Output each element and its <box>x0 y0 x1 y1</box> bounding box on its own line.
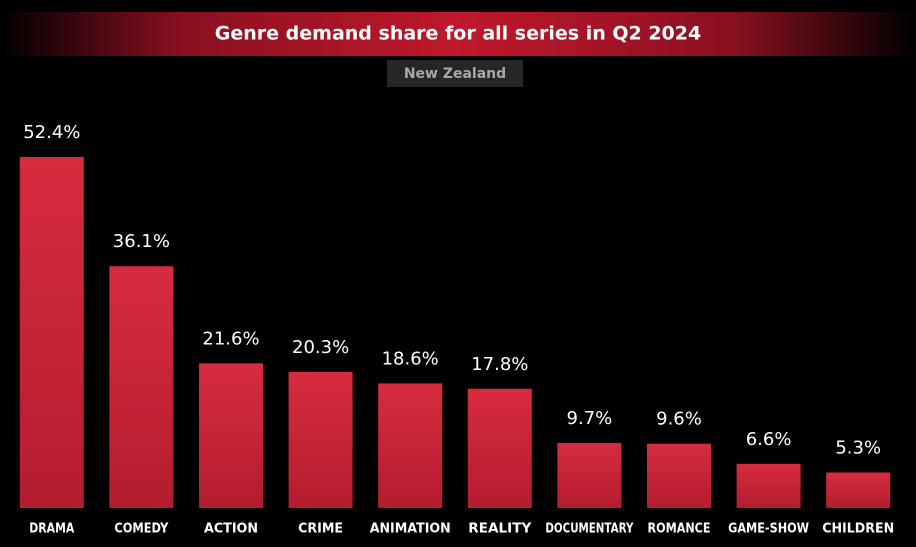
bar <box>378 383 443 508</box>
title-band <box>0 12 916 56</box>
chart-title: Genre demand share for all series in Q2 … <box>215 23 701 45</box>
value-label: 36.1% <box>113 231 170 252</box>
x-tick-label: DRAMA <box>29 522 74 537</box>
bar <box>288 372 353 508</box>
bar <box>19 157 84 508</box>
chart-subtitle: New Zealand <box>404 66 506 82</box>
bar <box>467 388 532 508</box>
subtitle-box <box>387 60 523 87</box>
value-label: 52.4% <box>23 122 80 143</box>
value-label: 9.7% <box>567 408 613 429</box>
x-tick-label: ANIMATION <box>370 522 451 537</box>
x-tick-label: CRIME <box>298 522 343 537</box>
x-tick-label: CHILDREN <box>822 522 894 537</box>
value-label: 20.3% <box>292 337 349 358</box>
bar <box>736 463 801 508</box>
bar <box>826 472 891 508</box>
value-label: 18.6% <box>382 348 439 369</box>
bar <box>647 443 711 508</box>
x-tick-label: REALITY <box>468 522 532 537</box>
bar <box>557 443 622 508</box>
x-tick-label: DOCUMENTARY <box>545 522 633 537</box>
x-tick-label: COMEDY <box>114 522 169 537</box>
x-tick-label: GAME-SHOW <box>728 522 809 537</box>
bars: 52.4% DRAMA 36.1% COMEDY 21.6% ACTION 20.3% CRI… <box>19 122 894 537</box>
bar <box>109 266 174 508</box>
value-label: 9.6% <box>656 409 702 430</box>
x-tick-label: ACTION <box>204 522 258 537</box>
value-label: 5.3% <box>835 437 881 458</box>
x-tick-label: ROMANCE <box>648 522 711 537</box>
value-label: 17.8% <box>471 354 528 375</box>
value-label: 6.6% <box>746 429 792 450</box>
bar <box>199 363 263 508</box>
value-label: 21.6% <box>202 328 259 349</box>
